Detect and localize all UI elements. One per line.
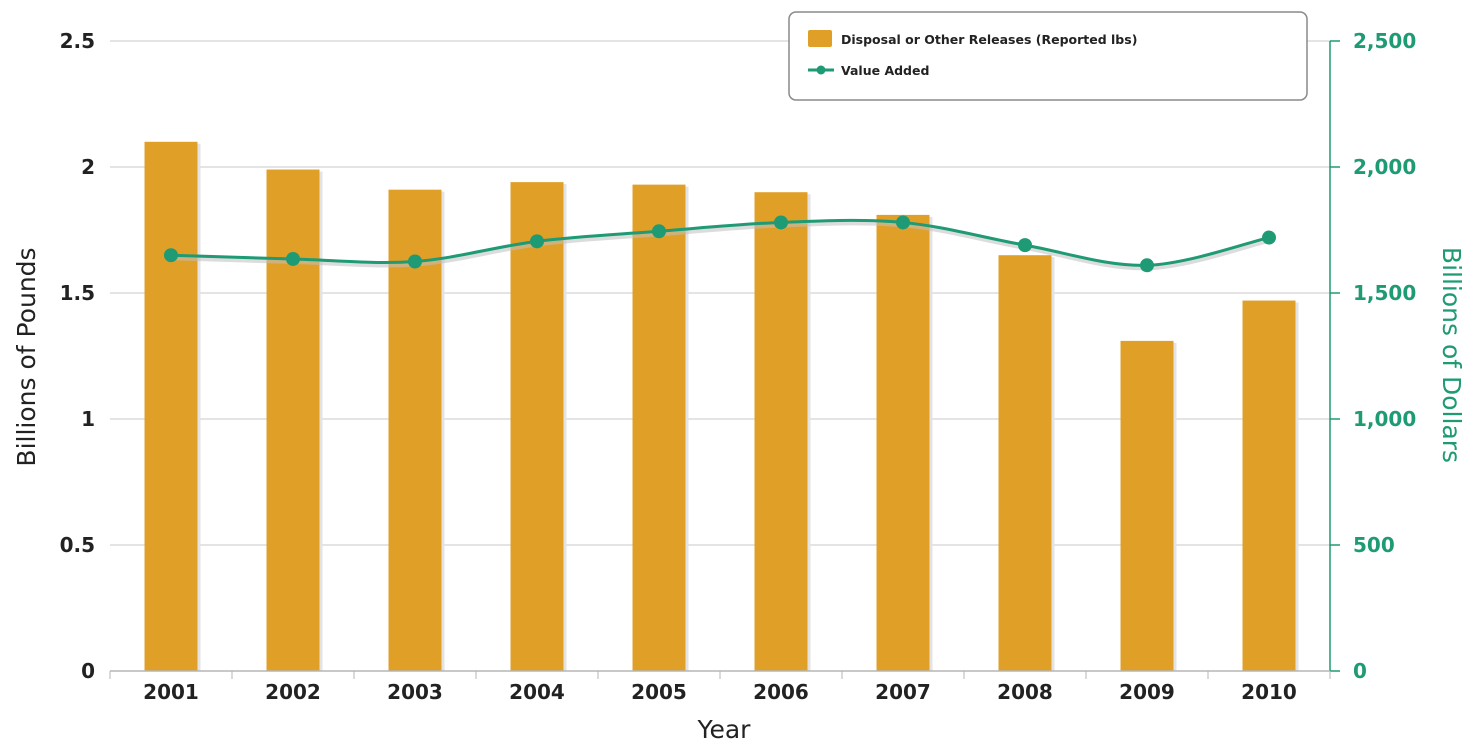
y-axis-title-left: Billions of Pounds: [12, 247, 41, 466]
line-point: [164, 248, 178, 263]
tick-labels: 0 0 0.5 500 1 1,000 1.5 1,500 2 2,000 2.5 2,500 2001…: [60, 29, 1417, 704]
legend-box: [788, 11, 1308, 101]
bar: [632, 184, 686, 671]
y-tick-label-right: 0: [1353, 659, 1367, 683]
line-point: [774, 215, 788, 230]
line-point: [408, 254, 422, 269]
x-tick-label: 2004: [509, 680, 565, 704]
bar: [998, 255, 1052, 671]
legend-swatch-marker: [816, 65, 826, 75]
x-tick-label: 2002: [265, 680, 321, 704]
bar: [144, 141, 198, 672]
legend-label-bar: Disposal or Other Releases (Reported lbs…: [841, 32, 1137, 47]
series-line: [170, 218, 1270, 267]
bar: [388, 189, 442, 671]
bar: [1120, 340, 1174, 671]
x-tick-label: 2005: [631, 680, 687, 704]
x-tick-label: 2010: [1241, 680, 1297, 704]
x-tick-label: 2003: [387, 680, 443, 704]
line-point: [896, 215, 910, 230]
line-point: [1018, 238, 1032, 253]
line-series: [164, 215, 1276, 273]
bar: [876, 214, 930, 671]
bar: [510, 182, 564, 671]
line-shadow: [171, 221, 1271, 271]
bar: [266, 169, 320, 671]
legend-swatch-bar: [808, 30, 832, 47]
y-tick-label-left: 2.5: [60, 29, 95, 53]
y-tick-label-left: 0.5: [60, 533, 95, 557]
bar: [754, 192, 808, 671]
y-tick-label-left: 1: [81, 407, 95, 431]
legend: Disposal or Other Releases (Reported lbs…: [788, 11, 1308, 101]
bar-series: [144, 141, 1299, 672]
line-point: [1140, 258, 1154, 273]
x-tick-label: 2001: [143, 680, 199, 704]
x-tick-label: 2008: [997, 680, 1053, 704]
line-point: [286, 251, 300, 266]
y-tick-label-right: 1,500: [1353, 281, 1416, 305]
y-tick-label-right: 1,000: [1353, 407, 1416, 431]
legend-label-line: Value Added: [841, 63, 929, 78]
y-tick-label-left: 0: [81, 659, 95, 683]
y-tick-label-right: 500: [1353, 533, 1395, 557]
x-axis-title: Year: [697, 715, 752, 744]
y-tick-label-left: 1.5: [60, 281, 95, 305]
y-tick-label-right: 2,000: [1353, 155, 1416, 179]
x-tick-label: 2007: [875, 680, 931, 704]
bar: [1242, 300, 1296, 671]
line-point: [1262, 230, 1276, 245]
line-point: [652, 224, 666, 239]
y-tick-label-left: 2: [81, 155, 95, 179]
x-tick-label: 2006: [753, 680, 809, 704]
y-axis-title-right: Billions of Dollars: [1437, 247, 1466, 463]
line-point: [530, 234, 544, 249]
x-tick-label: 2009: [1119, 680, 1175, 704]
y-tick-label-right: 2,500: [1353, 29, 1416, 53]
axes: [109, 40, 1340, 679]
